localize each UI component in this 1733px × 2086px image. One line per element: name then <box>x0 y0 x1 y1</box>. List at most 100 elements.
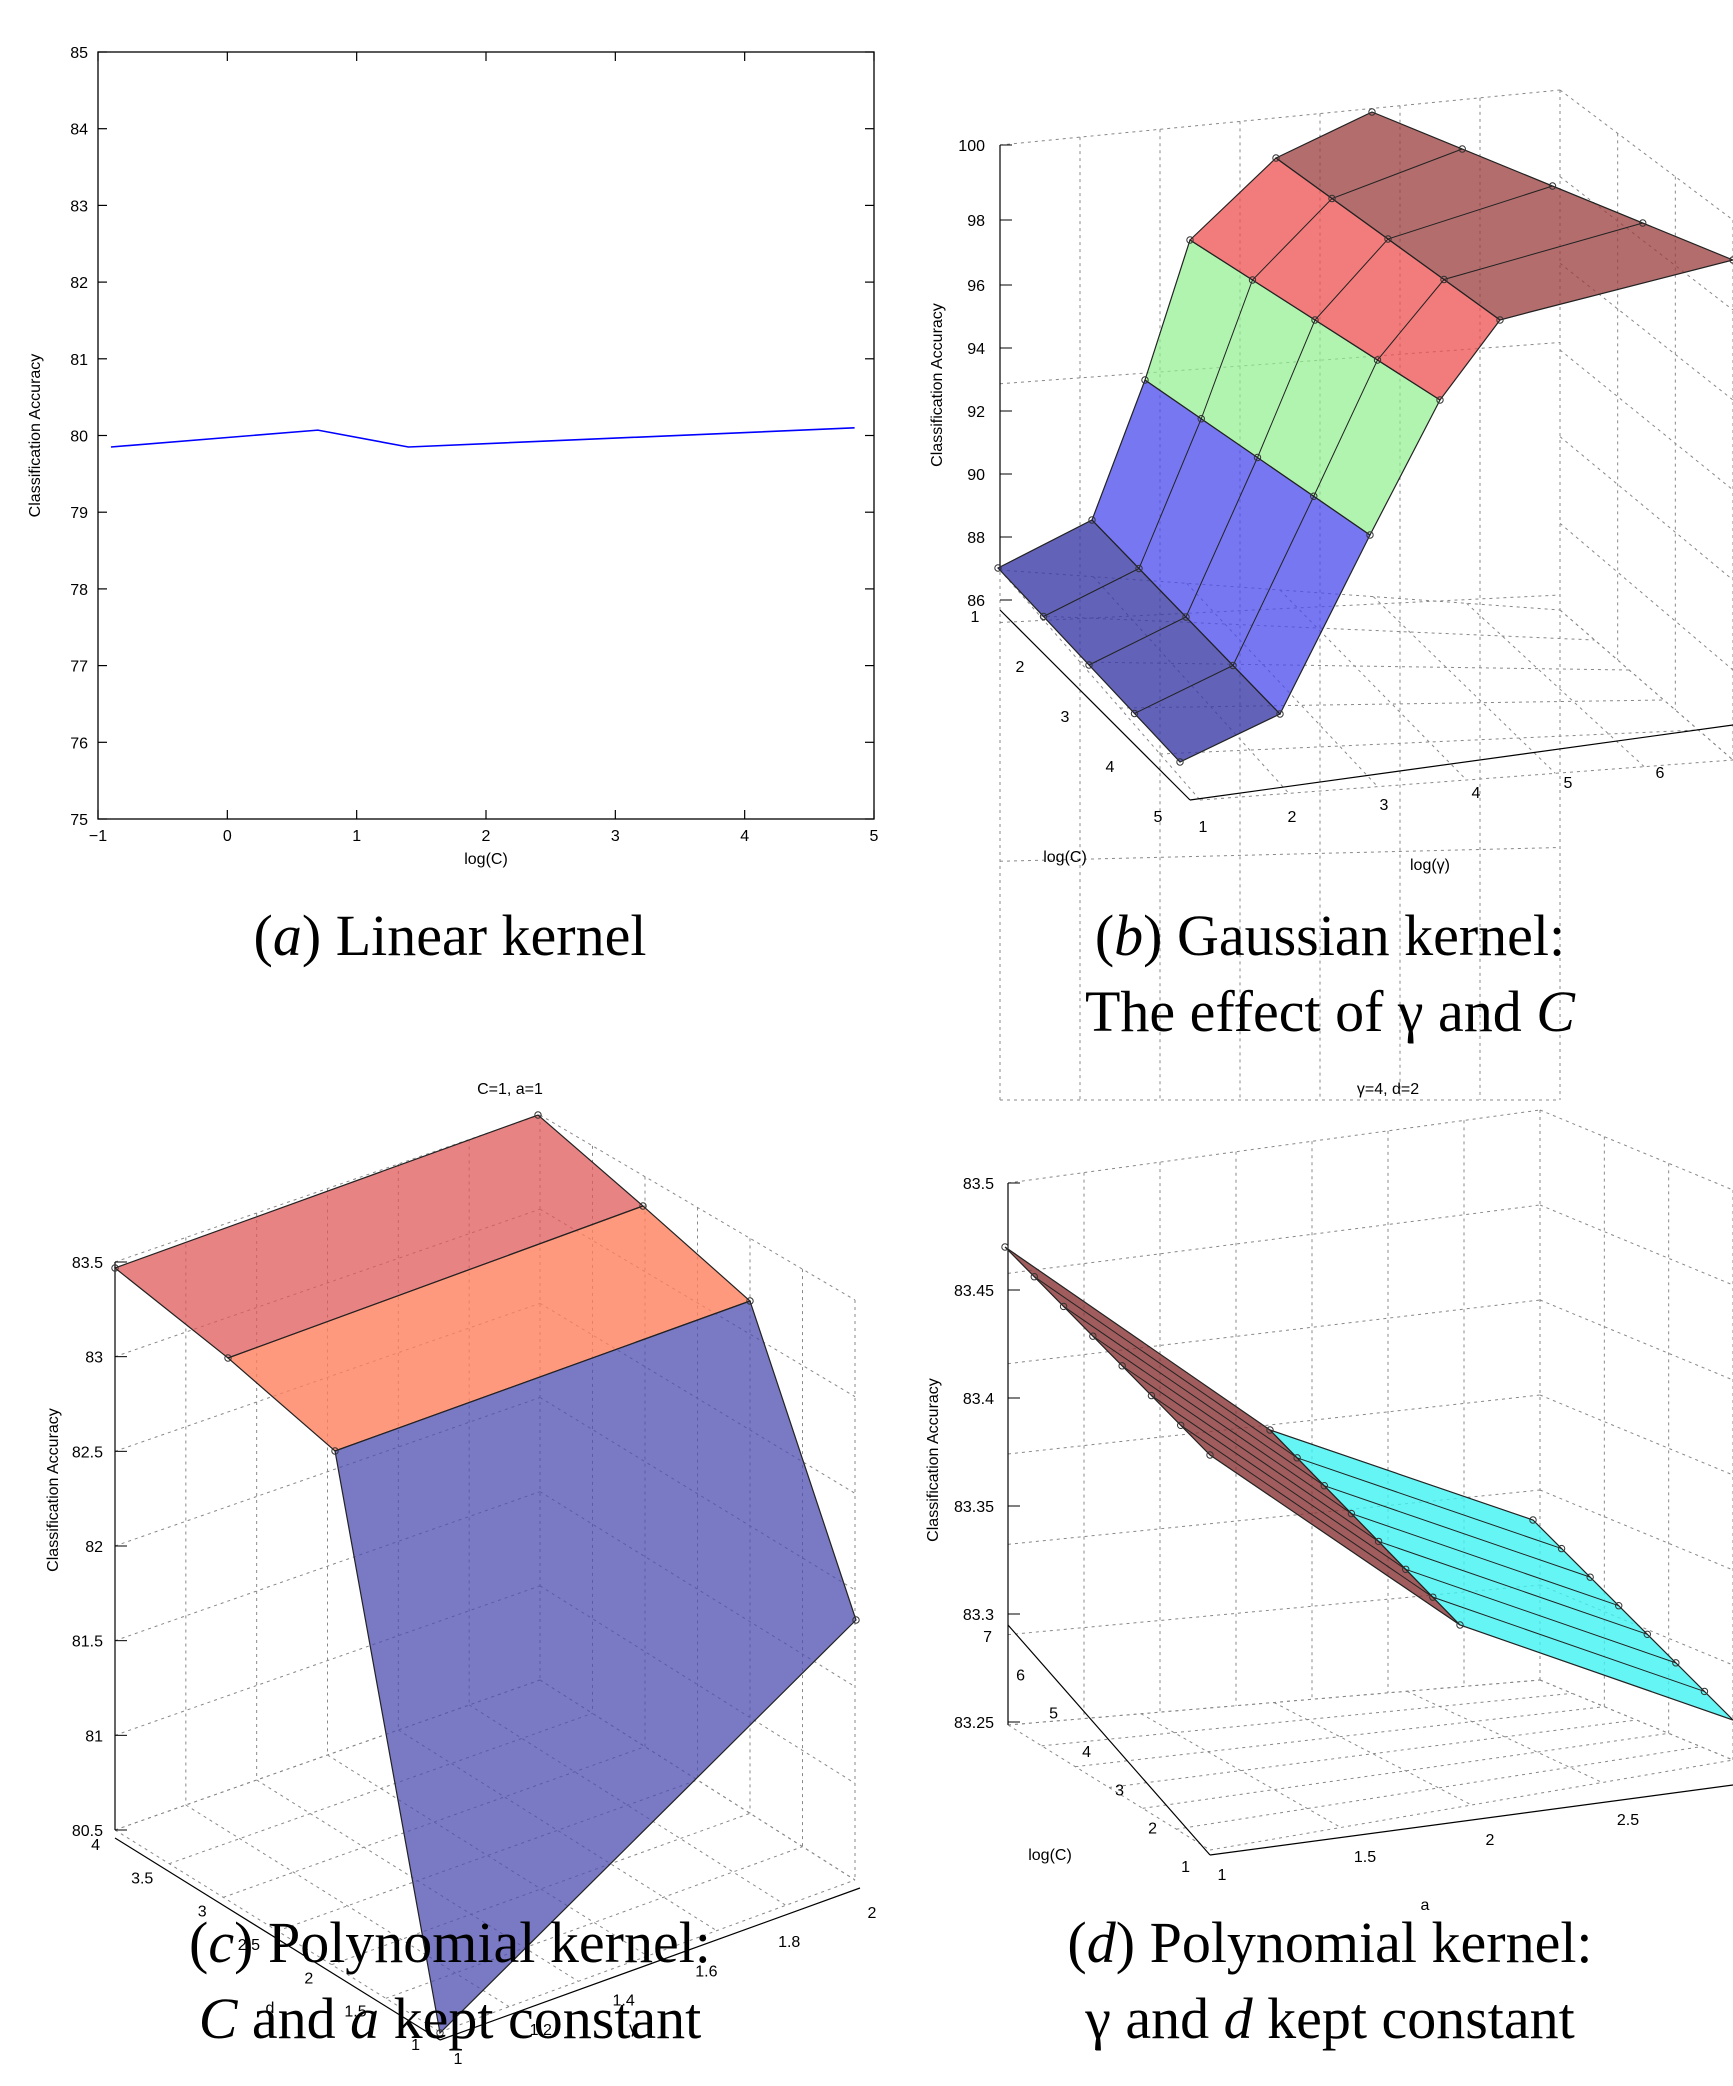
panel-d-marker <box>1030 1273 1038 1281</box>
panel-a-series-line <box>110 427 855 448</box>
panel-d-mesh-line <box>1180 1424 1705 1692</box>
caption-d: (d) Polynomial kernel: γ and d kept cons… <box>1067 1910 1593 2051</box>
panel-d-ctick-label: 4 <box>1082 1744 1091 1761</box>
panel-d-marker <box>1429 1593 1437 1601</box>
panel-c-gtick-label: 1.2 <box>530 2022 552 2039</box>
panel-c-dtick-label: 3.5 <box>131 1870 153 1887</box>
panel-d-ctick-label: 6 <box>1016 1667 1025 1684</box>
panel-c-gtick-label: 2 <box>868 1905 877 1922</box>
panel-c-dtick-label: 2 <box>304 1970 313 1987</box>
panel-d-atick-label: 2 <box>1486 1832 1495 1849</box>
panel-b-marker <box>1384 235 1392 243</box>
panel-c-grid <box>114 1679 541 1831</box>
panel-b-grid <box>1159 729 1699 755</box>
panel-c-ztick-label: 83.5 <box>72 1255 103 1272</box>
panel-a-xtick-label: −1 <box>89 828 107 845</box>
panel-b-marker <box>1328 194 1336 203</box>
panel-c-grid <box>114 1397 541 1547</box>
panel-d-chart: γ=4, d=2 83.25 83.3 83.35 83.4 83.45 83.5 Class… <box>925 1081 1733 1914</box>
panel-b-gtick-label: 6 <box>1656 765 1665 782</box>
panel-d-grid <box>1108 1719 1637 1788</box>
panel-d-ctick-label: 7 <box>983 1629 992 1646</box>
panel-c-dtick-label: 2.5 <box>238 1937 260 1954</box>
panel-c-surface-blue <box>334 1300 857 2035</box>
panel-a-xtick-label: 0 <box>223 828 232 845</box>
panel-b-ctick-label: 3 <box>1061 709 1070 726</box>
panel-d-ztick-label: 83.5 <box>963 1176 994 1193</box>
panel-b-marker <box>1548 182 1557 190</box>
panel-b-grid <box>1559 609 1733 761</box>
panel-c-gtick-label: 1 <box>454 2051 463 2068</box>
panel-d-marker <box>1700 1687 1709 1696</box>
panel-d-marker <box>1177 1421 1185 1429</box>
panel-d-ctick-label: 2 <box>1148 1821 1157 1838</box>
panel-d-mesh-line <box>1063 1306 1591 1578</box>
panel-d-marker <box>1118 1362 1126 1370</box>
panel-d-ztick-label: 83.4 <box>963 1391 994 1408</box>
panel-b-marker <box>1248 276 1257 284</box>
panel-b-xlabel-left: log(C) <box>1043 849 1087 866</box>
panel-b-grid <box>999 847 1561 862</box>
panel-d-marker <box>1529 1516 1537 1524</box>
panel-d-marker <box>1672 1659 1680 1667</box>
panel-c-grid <box>539 1114 856 1301</box>
panel-c-dtick-label: 1.5 <box>344 2004 366 2021</box>
panel-b-marker <box>1182 613 1190 621</box>
panel-b-xlabel-right: log(γ) <box>1410 857 1450 874</box>
panel-c-dtick-label: 4 <box>91 1837 100 1854</box>
panel-d-atick-label: 1 <box>1218 1867 1227 1884</box>
panel-d-marker <box>1320 1482 1328 1490</box>
panel-a-xtick-label: 1 <box>352 828 361 845</box>
panel-a-ytick-label: 79 <box>70 505 88 522</box>
panel-a-ytick-label: 82 <box>70 275 88 292</box>
panel-b-marker <box>1197 415 1205 423</box>
panel-d-marker <box>1347 1509 1356 1518</box>
panel-d-ylabel: Classification Accuracy <box>925 1378 942 1542</box>
panel-b-ztick-label: 86 <box>967 593 985 610</box>
panel-b-marker <box>1458 145 1466 153</box>
panel-b-marker <box>1311 316 1319 324</box>
panel-d-grid <box>1041 1692 1573 1747</box>
panel-c-gaxis <box>439 1887 861 2041</box>
panel-c-dtick-label: 3 <box>198 1904 207 1921</box>
panel-a-axes-box <box>97 51 875 820</box>
panel-a-ytick-label: 85 <box>70 45 88 62</box>
panel-c-gtick-label: 1.4 <box>612 1993 634 2010</box>
panel-d-marker <box>1643 1630 1651 1638</box>
panel-d-ztick-label: 83.35 <box>954 1499 994 1516</box>
panel-b-gtick-label: 5 <box>1564 775 1573 792</box>
panel-c-marker <box>331 1447 339 1455</box>
panel-b-marker <box>994 564 1002 572</box>
panel-c-marker <box>852 1616 860 1624</box>
panel-d-grid <box>1142 1732 1669 1809</box>
panel-d-grid <box>1209 1759 1733 1851</box>
panel-b-marker <box>1085 661 1093 669</box>
panel-d-atick-label: 2.5 <box>1617 1812 1639 1829</box>
panel-d-marker <box>1266 1426 1274 1434</box>
panel-b-ztick-label: 88 <box>967 530 985 547</box>
panel-c-marker <box>224 1354 232 1362</box>
panel-b-grid <box>1559 89 1733 221</box>
panel-d-grid <box>1007 1109 1541 1184</box>
panel-b-marker <box>1366 531 1374 539</box>
panel-b-grid <box>1559 349 1733 491</box>
panel-c-ztick-label: 82 <box>85 1539 103 1556</box>
panel-a-xtick-label: 5 <box>870 828 879 845</box>
panel-b-marker <box>1130 709 1139 718</box>
panel-c-grid <box>539 1585 856 1784</box>
panel-d-surface-cyan <box>1269 1429 1733 1721</box>
caption-a: (a) Linear kernel <box>253 903 647 968</box>
panel-d-grid <box>1539 1204 1733 1286</box>
panel-d-marker <box>1293 1454 1301 1462</box>
panel-b-marker <box>1310 492 1318 500</box>
panel-b-grid <box>1559 522 1733 671</box>
panel-b-gtick-label: 3 <box>1380 797 1389 814</box>
panel-d-grid <box>1007 1299 1541 1365</box>
panel-b-marker <box>1088 516 1096 524</box>
panel-c-marker <box>534 1111 542 1119</box>
panel-d-xlabel-left: log(C) <box>1028 1847 1072 1864</box>
panel-d-title: γ=4, d=2 <box>1357 1081 1419 1098</box>
panel-b-grid <box>1199 759 1733 801</box>
caption-c: (c) Polynomial kernel: C and a kept cons… <box>189 1910 711 2051</box>
panel-c-ztick-label: 82.5 <box>72 1444 103 1461</box>
